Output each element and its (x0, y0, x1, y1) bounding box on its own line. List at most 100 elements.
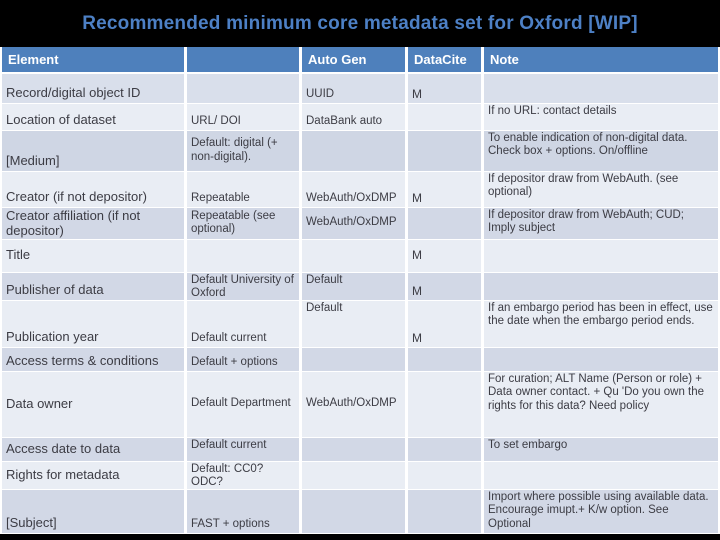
cell-element-text: Rights for metadata (6, 466, 120, 482)
table-row: Publisher of data Default University of O… (0, 273, 720, 301)
table-row: Publication year Default current Default M I… (0, 301, 720, 348)
cell-specification: Default current (187, 438, 302, 461)
cell-specification: URL/ DOI (187, 104, 302, 130)
cell-datacite (408, 462, 484, 489)
cell-element: [Medium] (0, 131, 187, 171)
column-header-datacite: DataCite (408, 47, 484, 72)
cell-auto-gen-text: WebAuth/OxDMP (306, 397, 397, 410)
cell-specification-text: Default: digital (+ non-digital). (191, 137, 278, 163)
cell-datacite (408, 438, 484, 461)
table-row: Data owner Default Department WebAuth/OxDM… (0, 372, 720, 438)
cell-datacite-text: M (412, 190, 422, 205)
cell-specification-text: Default + options (191, 355, 278, 368)
cell-specification-text: Default current (191, 331, 267, 344)
cell-note: If an embargo period has been in effect,… (484, 301, 720, 347)
cell-auto-gen-text: UUID (306, 87, 335, 100)
cell-auto-gen: WebAuth/OxDMP (302, 372, 408, 437)
cell-auto-gen (302, 240, 408, 272)
cell-element: Creator (if not depositor) (0, 172, 187, 207)
cell-note (484, 462, 720, 489)
cell-note-text: If no URL: contact details (488, 105, 617, 117)
column-header-auto-gen-text: Auto Gen (308, 52, 367, 67)
cell-specification-text: Default University of Oxford (191, 274, 294, 300)
cell-note: To set embargo (484, 438, 720, 461)
cell-specification-text: Repeatable (see optional) (191, 209, 276, 235)
cell-specification: Repeatable (187, 172, 302, 207)
cell-specification-text: Repeatable (191, 191, 250, 204)
cell-specification (187, 240, 302, 272)
cell-specification: Default: CC0? ODC? (187, 462, 302, 489)
cell-auto-gen: Default (302, 301, 408, 347)
cell-note: If depositor draw from WebAuth. (see opt… (484, 172, 720, 207)
table-row: Creator affiliation (if not depositor) Re… (0, 208, 720, 240)
cell-element: Data owner (0, 372, 187, 437)
table-row: Creator (if not depositor) Repeatable WebA… (0, 172, 720, 208)
cell-element: Access date to data (0, 438, 187, 461)
slide-title: Recommended minimum core metadata set fo… (82, 12, 638, 34)
cell-note: If depositor draw from WebAuth; CUD; Imp… (484, 208, 720, 239)
cell-note (484, 240, 720, 272)
column-header-blank (187, 47, 302, 72)
cell-element: Location of dataset (0, 104, 187, 130)
cell-element: Creator affiliation (if not depositor) (0, 208, 187, 239)
cell-datacite (408, 208, 484, 239)
cell-note: If no URL: contact details (484, 104, 720, 130)
cell-element: [Subject] (0, 490, 187, 533)
cell-specification: Default: digital (+ non-digital). (187, 131, 302, 171)
cell-element: Publisher of data (0, 273, 187, 300)
cell-specification: Default Department (187, 372, 302, 437)
column-header-auto-gen: Auto Gen (302, 47, 408, 72)
cell-element: Rights for metadata (0, 462, 187, 489)
cell-note (484, 273, 720, 300)
cell-note: For curation; ALT Name (Person or role) … (484, 372, 720, 437)
cell-note (484, 348, 720, 371)
cell-element-text: Data owner (6, 395, 73, 411)
cell-auto-gen-text: WebAuth/OxDMP (306, 216, 397, 229)
cell-specification-text: FAST + options (191, 517, 270, 530)
cell-element: Access terms & conditions (0, 348, 187, 371)
cell-datacite: M (408, 301, 484, 347)
cell-auto-gen-text: Default (306, 274, 343, 286)
cell-auto-gen (302, 131, 408, 171)
cell-datacite-text: M (412, 283, 422, 298)
table-row: [Subject] FAST + options Import where poss… (0, 490, 720, 534)
table-row: Location of dataset URL/ DOI DataBank auto… (0, 104, 720, 131)
cell-element-text: Creator (if not depositor) (6, 189, 147, 205)
cell-element-text: Publisher of data (6, 282, 104, 298)
cell-note: To enable indication of non-digital data… (484, 131, 720, 171)
table-row: Record/digital object ID UUID M (0, 74, 720, 104)
table-body: Record/digital object ID UUID M Location of… (0, 74, 720, 534)
cell-element-text: Access terms & conditions (6, 353, 159, 369)
cell-specification (187, 74, 302, 103)
cell-note-text: If an embargo period has been in effect,… (488, 302, 713, 328)
cell-note-text: To enable indication of non-digital data… (488, 132, 688, 158)
cell-auto-gen (302, 348, 408, 371)
table-row: Title M (0, 240, 720, 273)
cell-note: Import where possible using available da… (484, 490, 720, 533)
cell-datacite (408, 372, 484, 437)
table-row: Access terms & conditions Default + optio… (0, 348, 720, 372)
cell-note-text: If depositor draw from WebAuth; CUD; Imp… (488, 209, 684, 235)
cell-datacite-text: M (412, 330, 422, 345)
table-row: Rights for metadata Default: CC0? ODC? (0, 462, 720, 490)
cell-element-text: Location of dataset (6, 112, 116, 128)
cell-auto-gen: UUID (302, 74, 408, 103)
cell-element-text: Publication year (6, 329, 99, 345)
cell-specification-text: URL/ DOI (191, 114, 241, 127)
cell-auto-gen: WebAuth/OxDMP (302, 172, 408, 207)
cell-datacite-text: M (412, 247, 422, 262)
cell-element-text: Access date to data (6, 440, 121, 456)
column-header-note: Note (484, 47, 720, 72)
cell-element-text: [Subject] (6, 515, 57, 531)
cell-element: Record/digital object ID (0, 74, 187, 103)
metadata-table: Element Auto Gen DataCite Note Record/di… (0, 47, 720, 534)
cell-element: Title (0, 240, 187, 272)
column-header-element: Element (0, 47, 187, 72)
column-header-datacite-text: DataCite (414, 52, 467, 67)
cell-specification: FAST + options (187, 490, 302, 533)
column-header-note-text: Note (490, 52, 519, 67)
cell-auto-gen: Default (302, 273, 408, 300)
cell-specification: Default University of Oxford (187, 273, 302, 300)
cell-note-text: To set embargo (488, 439, 568, 451)
table-row: Access date to data Default current To set… (0, 438, 720, 462)
